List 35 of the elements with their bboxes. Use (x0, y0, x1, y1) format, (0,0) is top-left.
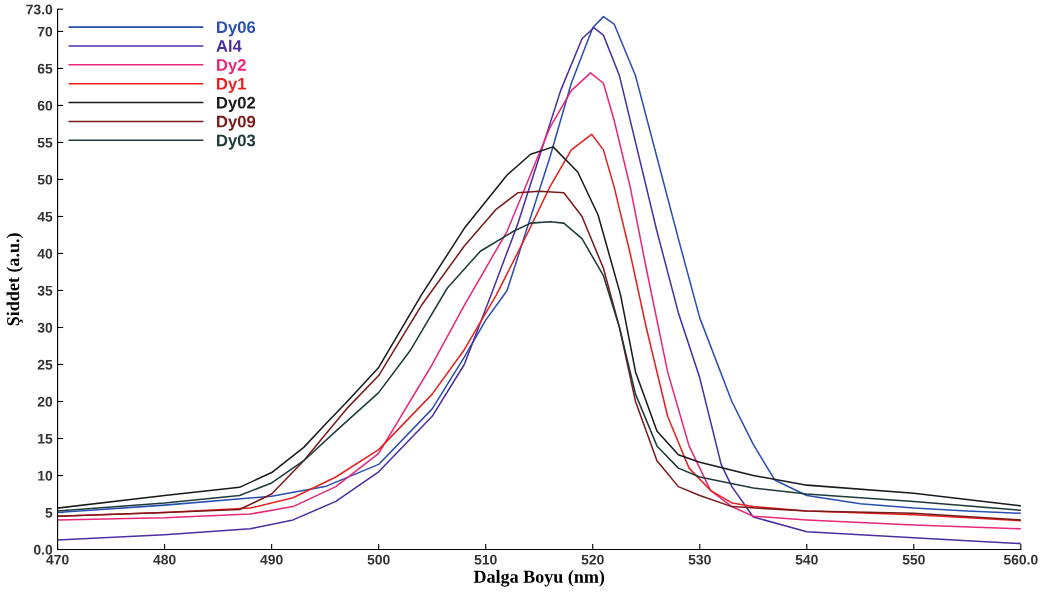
y-tick-label: 65 (37, 63, 53, 74)
y-tick-label: 15 (38, 433, 53, 444)
x-tick-label: 470 (46, 554, 69, 565)
x-tick-label: 520 (581, 554, 604, 565)
y-axis-title: Şiddet (a.u.) (6, 233, 23, 326)
x-tick-label: 490 (260, 554, 283, 565)
x-tick-label: 500 (367, 554, 390, 565)
y-tick-label: 70 (37, 26, 53, 37)
y-tick-label: 73.0 (26, 4, 53, 15)
text: Dy02 (217, 96, 256, 112)
y-tick-label: 45 (37, 211, 53, 222)
y-tick-label: 20 (37, 396, 53, 407)
x-tick-label: 530 (688, 554, 711, 565)
x-tick-label: 540 (795, 554, 818, 565)
y-tick-label: 25 (37, 359, 53, 370)
text: Dy03 (217, 134, 256, 150)
y-tick-label: 30 (37, 322, 53, 333)
x-tick-label: 560.0 (1003, 554, 1038, 565)
y-tick-label: 10 (38, 470, 53, 481)
text: Dy06 (217, 21, 256, 37)
y-tick-label: 55 (37, 137, 53, 148)
x-tick-label: 510 (474, 554, 497, 565)
y-tick-label: 5 (45, 508, 53, 518)
y-tick-label: 0.0 (33, 544, 53, 555)
text: Dy1 (217, 78, 247, 94)
x-tick-label: 550 (902, 554, 925, 565)
text: Al4 (216, 39, 242, 52)
y-tick-label: 35 (37, 285, 53, 296)
x-axis-title: Dalga Boyu (nm) (473, 570, 605, 587)
y-tick-label: 60 (37, 100, 53, 111)
text: Dy2 (217, 59, 246, 75)
y-tick-label: 40 (37, 248, 53, 259)
x-tick-label: 480 (153, 554, 176, 565)
text: Dy09 (217, 115, 256, 131)
y-tick-label: 50 (37, 174, 53, 185)
